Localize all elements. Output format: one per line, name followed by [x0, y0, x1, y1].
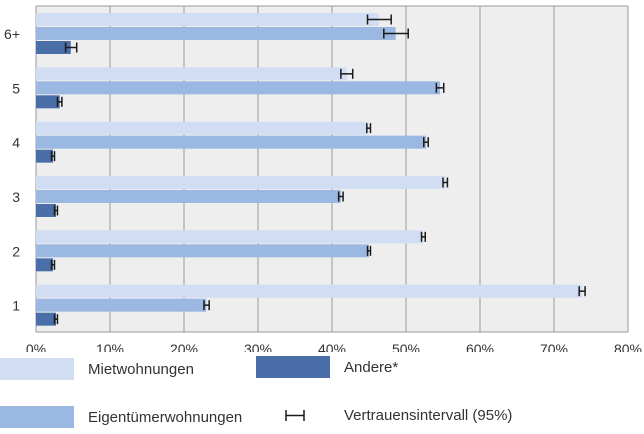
- x-tick-label: 50%: [392, 341, 420, 352]
- bar-andere-4: [36, 149, 54, 163]
- legend-item-mietwohnungen: Mietwohnungen: [0, 358, 194, 380]
- x-tick-label: 60%: [466, 341, 494, 352]
- legend-item-eigentuemerwohnungen: Eigentümerwohnungen: [0, 406, 242, 428]
- bar-mietwohnungen-1: [36, 284, 583, 298]
- error-bar: [435, 82, 445, 93]
- error-bar: [53, 205, 59, 216]
- error-bar: [383, 28, 409, 39]
- bar-mietwohnungen-4: [36, 121, 369, 135]
- error-bar: [56, 96, 63, 107]
- error-bar: [442, 177, 449, 188]
- x-tick-label: 40%: [318, 341, 346, 352]
- error-bar: [50, 151, 56, 162]
- error-bar: [337, 191, 344, 202]
- x-tick-label: 0%: [26, 341, 46, 352]
- legend-item-andere: Andere*: [256, 356, 398, 378]
- grid-lines: [35, 5, 629, 333]
- bar-andere-6plus: [36, 41, 71, 54]
- y-tick-label: 2: [12, 243, 20, 259]
- x-tick-label: 30%: [244, 341, 272, 352]
- y-tick-label: 6+: [4, 26, 20, 42]
- legend: Mietwohnungen Eigentümerwohnungen Andere…: [0, 352, 644, 434]
- error-bar: [366, 14, 392, 25]
- y-tick-labels: 6+ 5 4 3 2 1: [4, 26, 20, 314]
- error-bar: [53, 314, 59, 325]
- x-tick-label: 80%: [614, 341, 642, 352]
- x-tick-label: 10%: [96, 341, 124, 352]
- x-tick-label: 20%: [170, 341, 198, 352]
- bar-chart: 6+ 5 4 3 2 1 0% 10% 20% 30% 40% 50% 60% 70% 80%: [4, 5, 642, 352]
- error-bar: [366, 245, 372, 256]
- y-tick-label: 5: [12, 80, 20, 96]
- legend-swatch-mietwohnungen: [0, 358, 74, 380]
- bar-mietwohnungen-5: [36, 67, 347, 81]
- bar-eigent-merwohnungen-6plus: [36, 27, 396, 40]
- bar-andere-3: [36, 204, 56, 217]
- bar-eigent-merwohnungen-5: [36, 81, 441, 95]
- bar-eigent-merwohnungen-2: [36, 244, 369, 258]
- error-bar: [203, 300, 210, 311]
- error-bar: [366, 123, 372, 134]
- error-bar: [578, 286, 586, 297]
- y-tick-label: 3: [12, 189, 20, 205]
- error-bar: [420, 231, 426, 242]
- bar-eigent-merwohnungen-1: [36, 298, 207, 312]
- legend-label-confidence-interval: Vertrauensintervall (95%): [344, 406, 513, 424]
- legend-label-mietwohnungen: Mietwohnungen: [88, 360, 194, 378]
- x-tick-labels: 0% 10% 20% 30% 40% 50% 60% 70% 80%: [26, 341, 642, 352]
- error-bar: [64, 42, 78, 53]
- bar-mietwohnungen-6plus: [36, 13, 379, 26]
- bar-mietwohnungen-2: [36, 230, 424, 244]
- y-tick-label: 1: [12, 298, 20, 314]
- error-bar: [340, 68, 354, 79]
- error-bar-icon: [285, 410, 305, 421]
- bar-eigent-merwohnungen-3: [36, 190, 341, 203]
- bar-andere-1: [36, 312, 56, 326]
- legend-label-eigentuemerwohnungen: Eigentümerwohnungen: [88, 408, 243, 426]
- error-bars: [50, 14, 586, 325]
- legend-label-andere: Andere*: [344, 358, 399, 376]
- x-tick-label: 70%: [540, 341, 568, 352]
- legend-swatch-eigentuemerwohnungen: [0, 406, 74, 428]
- error-bar: [423, 137, 429, 148]
- error-bar: [50, 259, 56, 270]
- bar-andere-2: [36, 258, 54, 272]
- y-tick-label: 4: [12, 135, 20, 151]
- legend-item-confidence-interval: Vertrauensintervall (95%): [256, 404, 512, 426]
- legend-swatch-andere: [256, 356, 330, 378]
- bar-mietwohnungen-3: [36, 176, 446, 189]
- bar-eigent-merwohnungen-4: [36, 135, 426, 149]
- bar-andere-5: [36, 95, 60, 109]
- bars: [36, 13, 583, 326]
